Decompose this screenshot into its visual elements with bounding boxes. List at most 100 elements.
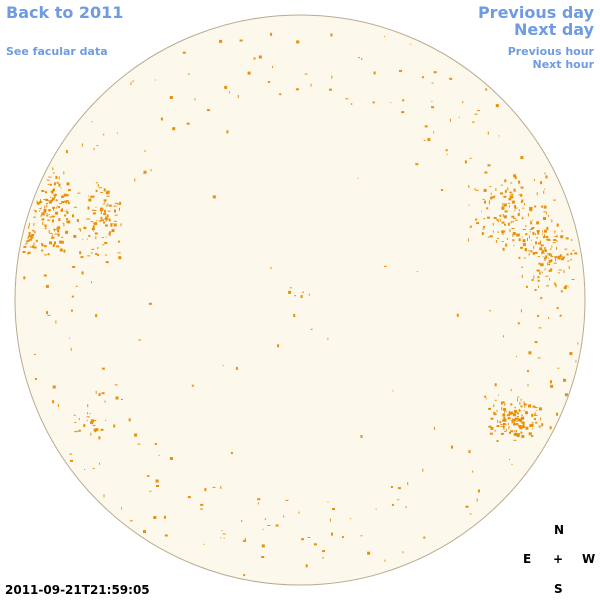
facula (490, 417, 494, 420)
facula (191, 384, 194, 387)
facula (449, 77, 453, 80)
facula (431, 100, 433, 102)
facula (117, 240, 120, 243)
facular-spots (22, 32, 579, 577)
facula (514, 219, 518, 221)
facula (554, 230, 556, 234)
facula (513, 245, 515, 247)
facula (87, 206, 90, 210)
facula (147, 475, 150, 477)
facula (200, 503, 204, 506)
facula (120, 223, 122, 227)
back-link[interactable]: Back to 2011 (6, 3, 124, 22)
facula (521, 266, 524, 268)
facula (43, 199, 47, 201)
facula (415, 163, 419, 166)
facula (518, 410, 521, 412)
facula (538, 425, 541, 428)
facula (267, 81, 270, 83)
facula (52, 189, 53, 192)
facula (524, 248, 527, 251)
facula (545, 275, 549, 277)
facula (298, 511, 300, 514)
facula (531, 435, 534, 437)
facula (164, 515, 166, 519)
facula (502, 247, 505, 251)
facula (557, 272, 560, 274)
facula (110, 223, 113, 227)
facula (525, 426, 529, 430)
facula (531, 422, 534, 424)
facula (490, 192, 492, 195)
facula (551, 219, 553, 223)
facula (522, 424, 525, 426)
facula (53, 207, 54, 211)
facula (308, 293, 310, 296)
facula (285, 499, 289, 501)
facula (113, 223, 117, 227)
facula (521, 414, 523, 416)
facula (93, 223, 96, 225)
facula (220, 537, 222, 539)
facula (484, 395, 487, 398)
facula (487, 216, 490, 219)
facula (108, 232, 111, 236)
facula (56, 245, 60, 248)
facula (73, 234, 77, 238)
facula (496, 425, 500, 427)
facula (549, 278, 550, 281)
facula (528, 252, 530, 255)
facula (510, 389, 512, 392)
facula (130, 82, 132, 85)
facula (83, 424, 86, 428)
facula (521, 426, 525, 428)
next-hour-link[interactable]: Next hour (532, 58, 595, 71)
facula (114, 209, 116, 213)
facula (138, 339, 142, 341)
facula (39, 208, 41, 210)
facula (57, 233, 60, 237)
facula (505, 243, 508, 247)
facula (128, 418, 131, 422)
facula (548, 252, 551, 256)
facula (519, 418, 521, 422)
facula (530, 239, 532, 241)
facula (105, 419, 107, 421)
facula (532, 405, 536, 408)
facula (58, 206, 61, 209)
facula (41, 212, 45, 216)
facula (500, 401, 503, 405)
facula (33, 209, 35, 211)
facula (33, 246, 37, 249)
facula (76, 430, 80, 432)
facula (45, 191, 47, 194)
facula (474, 188, 476, 191)
facula (526, 370, 529, 373)
facula (570, 252, 573, 255)
facula (493, 217, 497, 219)
previous-day-link[interactable]: Previous day (477, 3, 594, 22)
facula (79, 251, 82, 255)
facula (212, 195, 216, 199)
facula (488, 200, 490, 203)
facula (528, 254, 530, 256)
facula (427, 138, 431, 142)
next-day-link[interactable]: Next day (514, 20, 594, 39)
facula (390, 486, 393, 488)
facula (538, 242, 542, 245)
facula (514, 421, 516, 425)
facula (513, 430, 517, 432)
facula (384, 36, 386, 38)
facula (500, 219, 502, 222)
facula (552, 242, 556, 244)
facula (501, 221, 505, 224)
facular-link[interactable]: See facular data (6, 45, 108, 58)
facula (555, 284, 557, 288)
previous-hour-link[interactable]: Previous hour (507, 45, 594, 58)
facula (48, 230, 50, 233)
facula (66, 218, 69, 221)
facula (511, 228, 515, 229)
facula (154, 79, 156, 81)
facula (102, 244, 105, 246)
